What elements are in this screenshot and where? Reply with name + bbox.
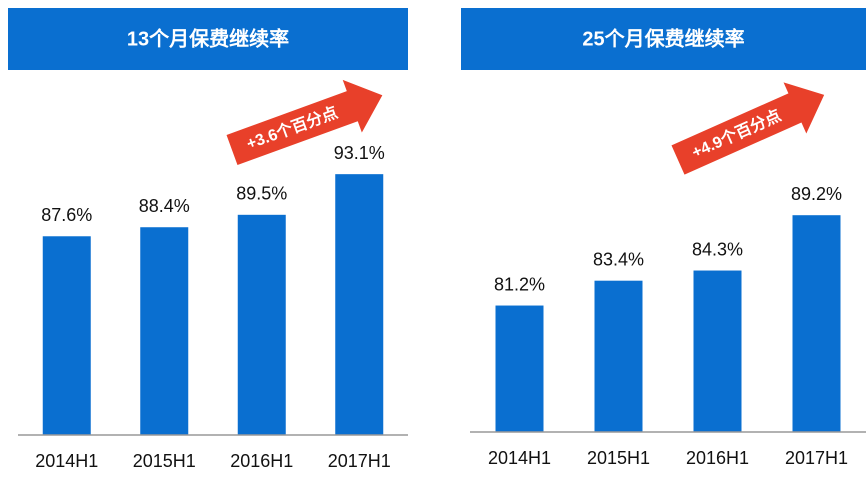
title-bar bbox=[8, 8, 408, 70]
value-label: 83.4% bbox=[593, 249, 644, 269]
bar bbox=[335, 174, 384, 435]
chart-panel: 13个月保费继续率 87.6% 2014H1 88.4% 2015H1 89.5% 2016… bbox=[8, 8, 408, 471]
x-tick-label: 2016H1 bbox=[686, 448, 749, 468]
arrow-shape bbox=[226, 79, 383, 166]
chart-title: 13个月保费继续率 bbox=[127, 26, 289, 50]
x-tick-label: 2014H1 bbox=[488, 448, 551, 468]
value-label: 88.4% bbox=[139, 196, 190, 216]
value-label: 81.2% bbox=[494, 274, 545, 294]
x-tick-label: 2014H1 bbox=[35, 451, 98, 471]
title-bar bbox=[461, 8, 866, 70]
annotation-arrow: +4.9个百分点 bbox=[671, 82, 825, 175]
value-label: 93.1% bbox=[334, 143, 385, 163]
chart-panel: 25个月保费继续率 81.2% 2014H1 83.4% 2015H1 84.3% 2016… bbox=[461, 8, 866, 468]
bar bbox=[792, 215, 841, 432]
x-tick-label: 2015H1 bbox=[587, 448, 650, 468]
arrow-shape bbox=[671, 82, 825, 175]
x-tick-label: 2017H1 bbox=[328, 451, 391, 471]
value-label: 89.5% bbox=[236, 184, 287, 204]
value-label: 89.2% bbox=[791, 184, 842, 204]
bar bbox=[495, 305, 544, 432]
bar bbox=[594, 280, 643, 432]
x-tick-label: 2015H1 bbox=[133, 451, 196, 471]
value-label: 84.3% bbox=[692, 239, 743, 259]
bar bbox=[237, 214, 286, 435]
x-tick-label: 2016H1 bbox=[230, 451, 293, 471]
x-tick-label: 2017H1 bbox=[785, 448, 848, 468]
bar bbox=[140, 227, 189, 435]
chart-title: 25个月保费继续率 bbox=[582, 26, 744, 50]
bar bbox=[42, 236, 91, 435]
value-label: 87.6% bbox=[41, 205, 92, 225]
bar bbox=[693, 270, 742, 432]
